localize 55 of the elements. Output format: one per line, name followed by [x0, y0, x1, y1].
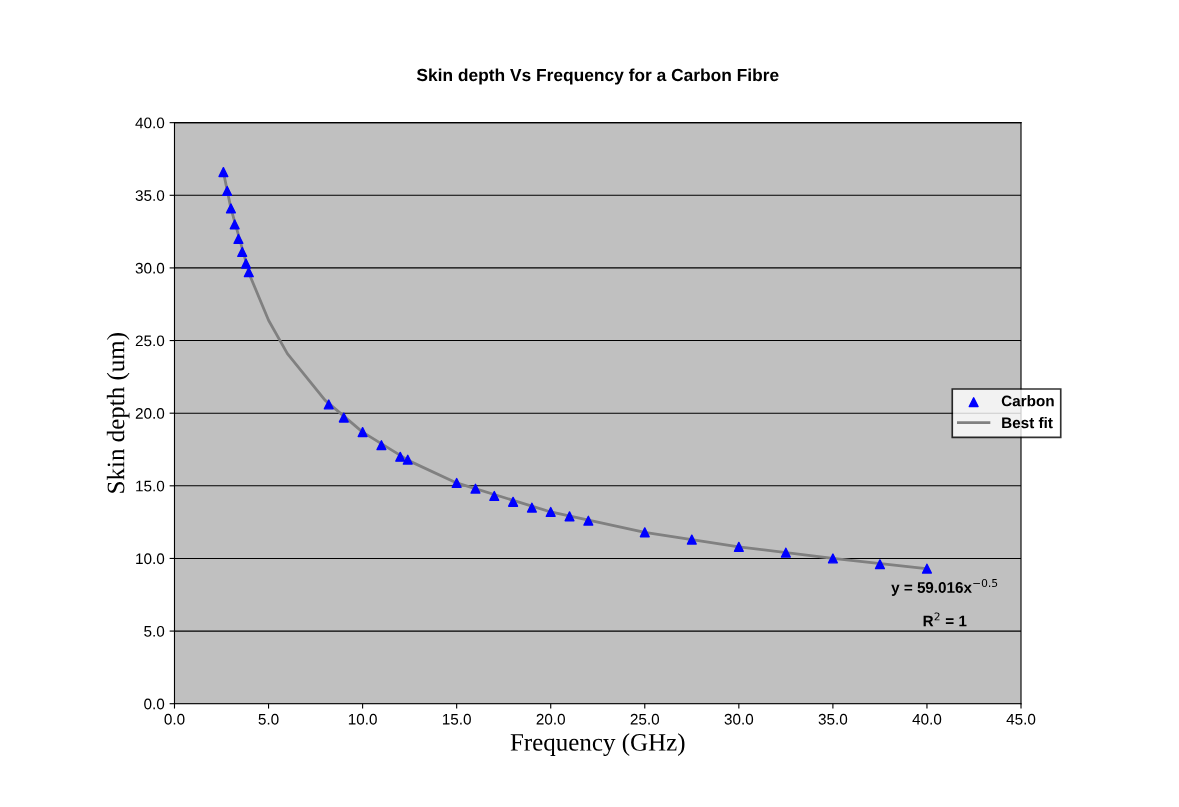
point: [508, 496, 519, 507]
point: [323, 399, 334, 410]
point: [545, 506, 556, 518]
y-tick-label: 20.0: [135, 408, 165, 419]
point: [229, 219, 240, 230]
y-tick-label: 15.0: [136, 480, 165, 492]
point: [780, 547, 791, 558]
point: [489, 490, 500, 502]
point: [357, 426, 368, 438]
x-tick-label: 0.0: [164, 713, 185, 725]
point: [402, 454, 413, 465]
x-tick-label: 10.0: [348, 713, 377, 725]
point: [338, 412, 349, 423]
point: [921, 563, 933, 574]
x-tick-label: 15.0: [442, 713, 471, 725]
y-tick-label: 30.0: [135, 262, 165, 274]
x-tick-label: 30.0: [724, 713, 754, 725]
chart-title: Skin depth Vs Frequency for a Carbon Fibre: [416, 68, 779, 85]
y-tick-label: 0.0: [144, 698, 165, 710]
y-axis-title: Skin depth (um): [106, 333, 130, 493]
x-axis-title: Frequency (GHz): [510, 733, 685, 756]
y-tick-label: 25.0: [135, 335, 165, 347]
point: [233, 233, 244, 244]
point: [874, 559, 886, 570]
x-tick-label: 40.0: [912, 713, 942, 725]
x-tick-label: 5.0: [258, 713, 279, 725]
annotation: R$^{2}$ = 1: [923, 612, 967, 627]
point: [395, 451, 406, 462]
x-tick-label: 45.0: [1006, 713, 1036, 725]
annotation: y = 59.016x$^{−0.5}$: [891, 578, 998, 596]
point: [564, 511, 575, 522]
point: [470, 483, 481, 494]
point: [686, 534, 697, 545]
point: [243, 267, 254, 278]
y-tick-label: 35.0: [135, 190, 165, 201]
x-tick-label: 20.0: [536, 713, 565, 725]
point: [526, 502, 537, 513]
point: [225, 203, 237, 214]
point: [451, 477, 462, 488]
point: [240, 258, 252, 269]
point: [583, 515, 594, 526]
y-tick-label: 5.0: [144, 625, 165, 637]
point: [827, 553, 838, 564]
point: [733, 541, 744, 552]
legend-label: Carbon: [1001, 395, 1054, 407]
y-tick-label: 40.0: [135, 117, 165, 129]
y-tick-label: 10.0: [136, 553, 165, 565]
x-tick-label: 25.0: [630, 713, 660, 725]
legend-label: Best fit: [1002, 417, 1053, 429]
point: [237, 246, 248, 258]
x-tick-label: 35.0: [818, 713, 848, 725]
point: [639, 527, 650, 538]
point: [222, 185, 233, 197]
point: [376, 440, 387, 451]
point: [218, 166, 229, 178]
